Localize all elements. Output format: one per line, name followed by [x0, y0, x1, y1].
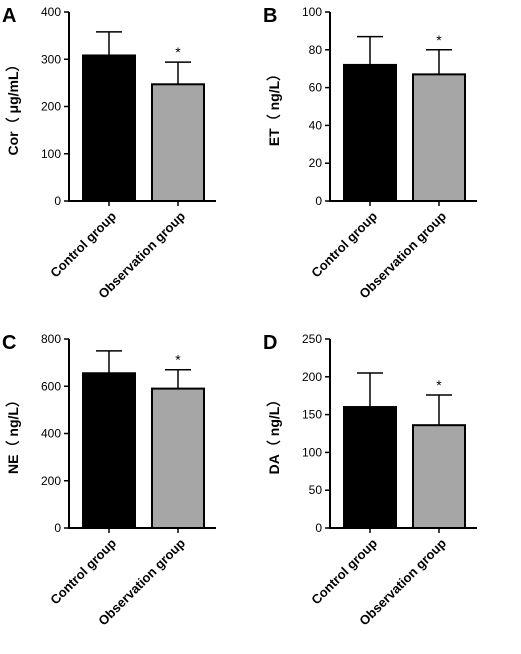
chart-panel-d: D DA（ ng/L） Control group * Observation grou…	[261, 327, 521, 654]
bar-observation	[151, 387, 205, 529]
bar-observation	[412, 424, 466, 529]
category-label: Control group	[308, 208, 380, 280]
chart-svg: DDA（ ng/L）Control group*Observation grou…	[263, 332, 477, 628]
chart-svg: CNE（ ng/L）Control group*Observation grou…	[2, 332, 216, 628]
y-tick-label: 50	[309, 483, 323, 497]
chart-panel-b: B ET（ ng/L） Control group * Observation grou…	[261, 0, 521, 327]
y-tick-label: 60	[309, 81, 323, 95]
y-tick-label: 200	[41, 474, 61, 488]
category-label: Control group	[308, 535, 380, 607]
y-tick-label: 40	[309, 118, 323, 132]
bar-observation	[412, 73, 466, 202]
y-axis-title: ET（ ng/L）	[266, 67, 282, 146]
y-tick-label: 0	[54, 194, 61, 208]
y-tick-label: 200	[41, 100, 61, 114]
bar-control	[82, 54, 136, 202]
y-tick-label: 100	[302, 5, 322, 19]
y-tick-label: 800	[41, 332, 61, 346]
y-tick-label: 0	[54, 521, 61, 535]
significance-marker: *	[175, 352, 181, 368]
y-tick-label: 80	[309, 43, 323, 57]
panel-letter: A	[2, 5, 16, 27]
bar-control	[82, 372, 136, 529]
category-label: Control group	[47, 535, 119, 607]
panel-letter: C	[2, 332, 16, 354]
y-tick-label: 200	[302, 370, 322, 384]
bar-control	[343, 406, 397, 529]
category-label: Control group	[47, 208, 119, 280]
y-tick-label: 20	[309, 156, 323, 170]
chart-svg: BET（ ng/L）Control group*Observation grou…	[263, 5, 477, 301]
y-axis-title: DA（ ng/L）	[266, 393, 282, 475]
y-tick-label: 250	[302, 332, 322, 346]
chart-panel-c: C NE（ ng/L） Control group * Observation grou…	[0, 327, 260, 654]
y-axis-title: NE（ ng/L）	[5, 393, 21, 474]
significance-marker: *	[436, 32, 442, 48]
bar-observation	[151, 83, 205, 202]
y-tick-label: 150	[302, 408, 322, 422]
y-tick-label: 300	[41, 52, 61, 66]
y-tick-label: 0	[315, 521, 322, 535]
significance-marker: *	[175, 44, 181, 60]
chart-panel-a: A Cor（ μg/mL） Control group * Observation gr…	[0, 0, 260, 327]
y-axis-title: Cor（ μg/mL）	[5, 57, 21, 155]
y-tick-label: 400	[41, 427, 61, 441]
significance-marker: *	[436, 377, 442, 393]
bar-control	[343, 63, 397, 202]
y-tick-label: 100	[302, 445, 322, 459]
y-tick-label: 600	[41, 379, 61, 393]
panel-letter: B	[263, 5, 277, 27]
y-tick-label: 0	[315, 194, 322, 208]
panel-letter: D	[263, 332, 277, 354]
y-tick-label: 100	[41, 147, 61, 161]
y-tick-label: 400	[41, 5, 61, 19]
